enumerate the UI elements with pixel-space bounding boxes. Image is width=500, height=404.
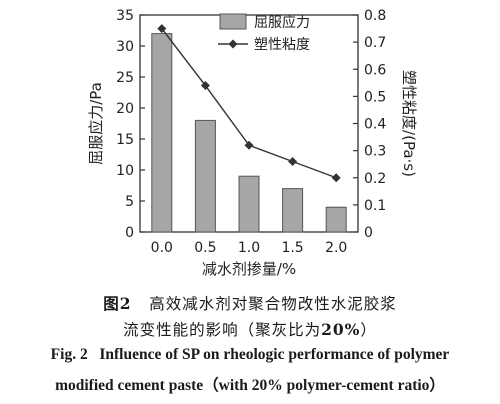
caption-english-line-2: modified cement paste（with 20% polymer-c… [0,373,500,395]
caption-chinese-line-1: 图2 高效减水剂对聚合物改性水泥胶浆 [0,292,500,314]
legend-label-plastic-viscosity: 塑性粘度 [254,37,310,53]
point-plastic-viscosity [288,156,298,166]
legend-label-yield-stress: 屈服应力 [254,14,310,31]
left-axis-tick-label: 30 [116,39,134,55]
bar-yield-stress [194,119,216,233]
left-axis-title: 屈服应力/Pa [87,82,105,165]
left-axis-tick-label: 35 [116,8,134,24]
x-axis-tick-label: 0.0 [151,240,173,256]
right-axis-tick-label: 0.2 [364,171,386,187]
left-axis-tick-label: 5 [125,194,134,210]
point-plastic-viscosity [244,140,254,150]
right-axis-tick-label: 0.1 [364,198,386,214]
right-axis-title: 塑性粘度/(Pa·s) [400,70,418,177]
caption-figure-label-en: Fig. 2 [50,346,88,363]
point-plastic-viscosity [200,81,210,91]
caption-title-en-1: Influence of SP on rheologic performance… [99,346,450,363]
right-axis-tick-label: 0.3 [364,144,386,160]
x-axis-tick-label: 0.5 [194,240,216,256]
legend-swatch-yield-stress [219,13,247,30]
x-axis-tick-label: 1.0 [238,240,260,256]
chart: 0 5 10 15 20 25 30 35 0 0.1 0.2 0.3 0.4 0.5 0.6 0.7 0.8 0… [87,8,418,278]
caption-chinese-line-2: 流变性能的影响（聚灰比为20%） [0,318,500,340]
caption-title-cn-2a: 流变性能的影响（聚灰比为 [123,321,322,339]
right-axis-tick-label: 0.5 [364,89,386,105]
left-axis-tick-label: 10 [116,163,134,179]
left-axis-tick-label: 0 [125,225,134,241]
point-plastic-viscosity [157,24,167,34]
right-axis-tick-label: 0.8 [364,8,386,24]
bar-yield-stress [325,206,347,233]
caption-ratio-cn: 20% [321,320,361,339]
caption-figure-label-cn: 图 [103,294,120,313]
caption-title-cn-1: 高效减水剂对聚合物改性水泥胶浆 [149,295,397,313]
x-axis-tick-label: 2.0 [325,240,347,256]
caption-title-cn-2b: ） [360,321,377,339]
point-plastic-viscosity [331,173,341,183]
legend-marker-plastic-viscosity [228,39,238,49]
left-axis-tick-label: 20 [116,101,134,117]
right-axis-tick-label: 0.6 [364,62,386,78]
x-axis-title: 减水剂掺量/% [202,260,296,278]
bar-yield-stress [282,188,304,233]
right-axis-tick-label: 0.4 [364,117,386,133]
bar-yield-stress [238,175,260,233]
left-axis-tick-label: 15 [116,132,134,148]
x-axis-tick-label: 1.5 [281,240,303,256]
bar-yield-stress [151,33,173,233]
caption-figure-number-cn: 2 [119,294,132,313]
caption-english-line-1: Fig. 2 Influence of SP on rheologic perf… [0,346,500,364]
right-axis-tick-label: 0 [364,225,373,241]
caption-title-en-2: modified cement paste（with 20% polymer-c… [55,377,445,394]
right-axis-tick-label: 0.7 [364,35,386,51]
line-plastic-viscosity [161,28,337,179]
left-axis-tick-label: 25 [116,70,134,86]
